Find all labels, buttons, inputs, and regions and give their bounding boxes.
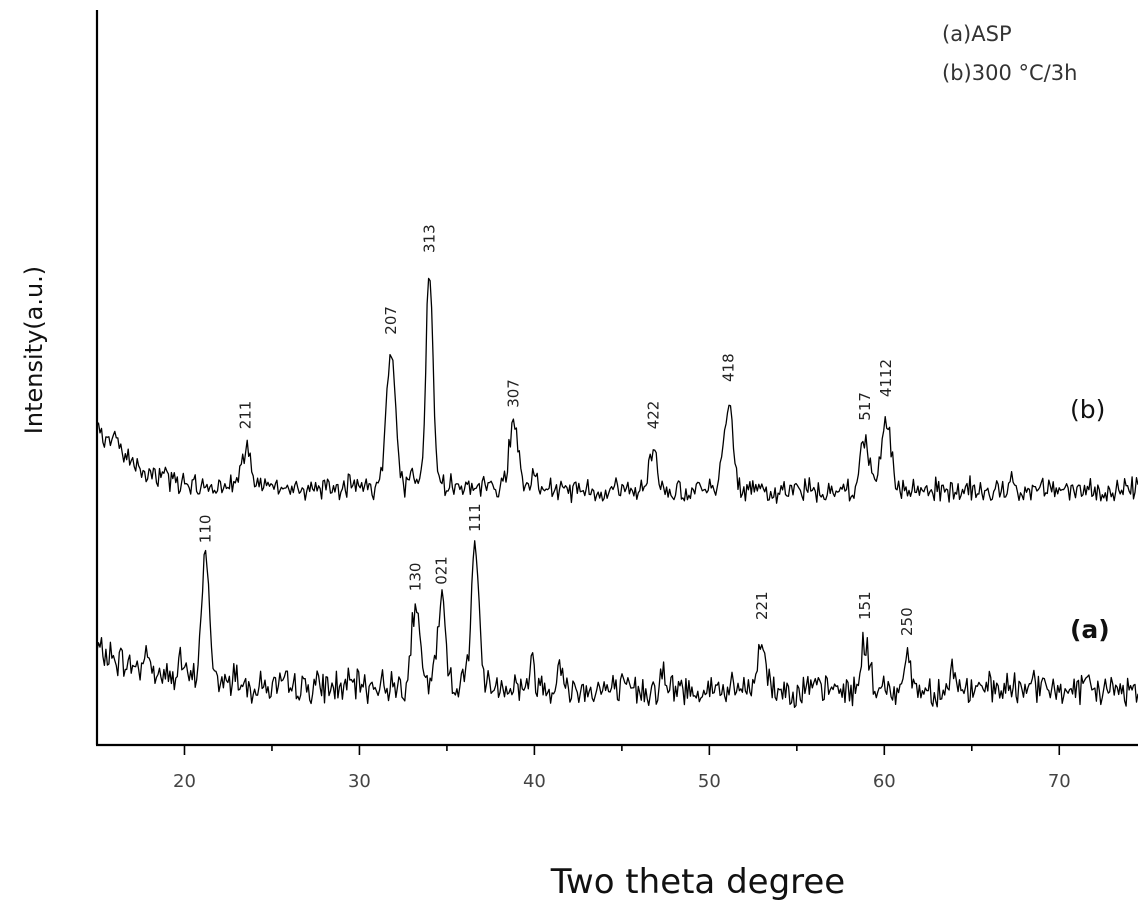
series-a-trace [96, 540, 1138, 709]
x-tick-label: 30 [348, 771, 371, 792]
x-tick-label: 40 [523, 771, 546, 792]
peak-label-a: 151 [856, 591, 874, 620]
x-tick-label: 60 [873, 771, 896, 792]
legend-entry-b: (b)300 °C/3h [942, 61, 1077, 85]
peak-label-b: 207 [382, 306, 400, 335]
series-b-label: (b) [1070, 395, 1105, 424]
x-ticks: 20 30 40 50 60 70 [173, 745, 1071, 792]
peak-label-a: 110 [197, 515, 215, 544]
peak-label-a: 250 [898, 607, 916, 636]
peak-labels: 110 130 021 111 221 151 250 211 207 313 307 422 418 5… [197, 224, 917, 636]
peak-label-b: 211 [237, 401, 255, 430]
peak-label-a: 221 [753, 591, 771, 620]
peak-label-b: 422 [644, 401, 662, 430]
y-axis-label: Intensity(a.u.) [20, 266, 48, 434]
peak-label-a: 130 [406, 563, 424, 592]
x-axis-label: Two theta degree [550, 862, 845, 902]
peak-label-b: 4112 [877, 359, 895, 397]
peak-label-a: 021 [433, 556, 451, 585]
series-a-label: (a) [1070, 615, 1110, 644]
x-tick-label: 70 [1048, 771, 1071, 792]
peak-label-b: 517 [856, 392, 874, 421]
peak-label-b: 307 [504, 379, 522, 408]
legend-entry-a: (a)ASP [942, 22, 1012, 46]
peak-label-b: 313 [420, 224, 438, 253]
series-b-trace [96, 277, 1138, 504]
peak-label-a: 111 [466, 503, 484, 532]
x-tick-label: 20 [173, 771, 196, 792]
peak-label-b: 418 [720, 353, 738, 382]
x-tick-label: 50 [698, 771, 721, 792]
